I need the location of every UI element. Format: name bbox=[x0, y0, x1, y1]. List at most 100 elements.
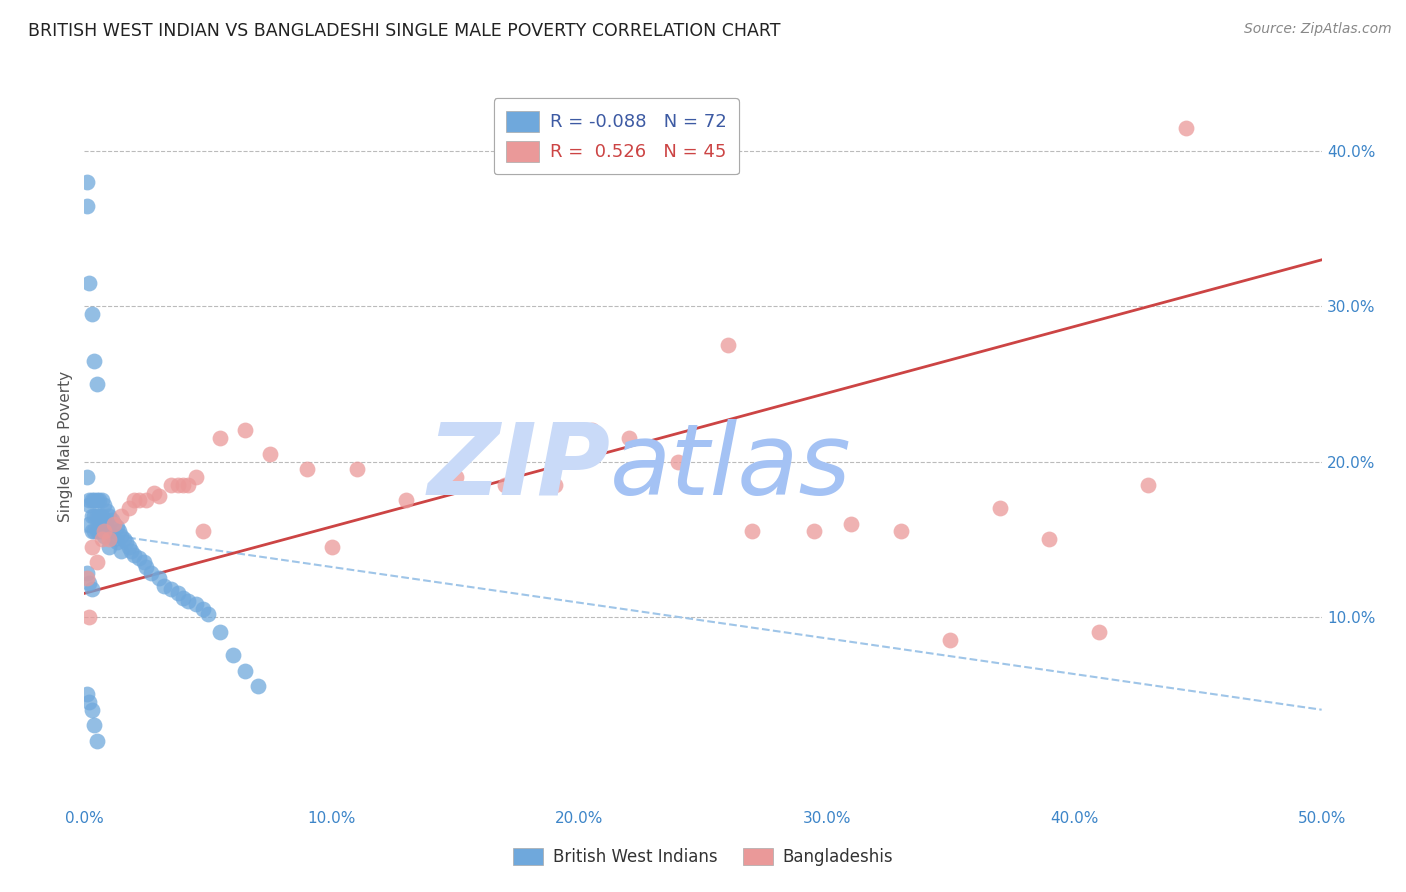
Point bbox=[93, 498, 115, 512]
Point bbox=[160, 582, 183, 596]
Point bbox=[96, 519, 118, 533]
Point bbox=[118, 501, 141, 516]
Point bbox=[100, 513, 122, 527]
Point bbox=[120, 544, 142, 558]
Point bbox=[233, 424, 256, 438]
Point bbox=[141, 566, 163, 581]
Point bbox=[76, 571, 98, 585]
Point bbox=[246, 680, 269, 694]
Point bbox=[86, 376, 108, 391]
Point bbox=[259, 447, 281, 461]
Text: ZIP: ZIP bbox=[427, 419, 610, 516]
Point bbox=[1174, 120, 1197, 135]
Point bbox=[79, 498, 101, 512]
Point bbox=[103, 516, 125, 531]
Point bbox=[160, 477, 183, 491]
Point bbox=[295, 462, 318, 476]
Point bbox=[79, 695, 101, 709]
Point bbox=[110, 508, 132, 523]
Point bbox=[197, 607, 219, 621]
Point bbox=[79, 575, 101, 590]
Point bbox=[86, 508, 108, 523]
Point bbox=[96, 504, 118, 518]
Point bbox=[148, 571, 170, 585]
Point bbox=[79, 276, 101, 290]
Point bbox=[79, 516, 101, 531]
Point bbox=[939, 632, 962, 647]
Point bbox=[108, 524, 131, 539]
Point bbox=[98, 540, 121, 554]
Point bbox=[666, 454, 689, 468]
Point bbox=[222, 648, 245, 663]
Point bbox=[167, 586, 190, 600]
Point bbox=[89, 524, 111, 539]
Point bbox=[100, 529, 122, 543]
Point bbox=[122, 493, 145, 508]
Point bbox=[152, 579, 174, 593]
Point bbox=[103, 516, 125, 531]
Point bbox=[209, 625, 232, 640]
Point bbox=[90, 508, 112, 523]
Point bbox=[90, 493, 112, 508]
Point bbox=[80, 524, 103, 539]
Point bbox=[581, 424, 603, 438]
Point bbox=[86, 733, 108, 747]
Legend: R = -0.088   N = 72, R =  0.526   N = 45: R = -0.088 N = 72, R = 0.526 N = 45 bbox=[494, 98, 740, 174]
Point bbox=[172, 477, 194, 491]
Point bbox=[148, 489, 170, 503]
Point bbox=[803, 524, 825, 539]
Point bbox=[841, 516, 863, 531]
Point bbox=[103, 532, 125, 546]
Point bbox=[890, 524, 912, 539]
Point bbox=[988, 501, 1011, 516]
Point bbox=[1088, 625, 1111, 640]
Point bbox=[80, 307, 103, 321]
Point bbox=[98, 532, 121, 546]
Point bbox=[118, 540, 141, 554]
Point bbox=[98, 524, 121, 539]
Point bbox=[79, 493, 101, 508]
Point bbox=[83, 508, 105, 523]
Point bbox=[135, 560, 157, 574]
Point bbox=[76, 198, 98, 212]
Legend: British West Indians, Bangladeshis: British West Indians, Bangladeshis bbox=[505, 840, 901, 875]
Point bbox=[395, 493, 418, 508]
Point bbox=[90, 524, 112, 539]
Point bbox=[86, 524, 108, 539]
Point bbox=[83, 493, 105, 508]
Point bbox=[86, 555, 108, 569]
Point bbox=[76, 687, 98, 701]
Point bbox=[135, 493, 157, 508]
Point bbox=[346, 462, 368, 476]
Point bbox=[209, 431, 232, 445]
Point bbox=[1137, 477, 1160, 491]
Point bbox=[177, 477, 200, 491]
Text: Source: ZipAtlas.com: Source: ZipAtlas.com bbox=[1244, 22, 1392, 37]
Point bbox=[115, 535, 138, 549]
Point bbox=[191, 602, 214, 616]
Point bbox=[83, 718, 105, 732]
Point bbox=[717, 338, 740, 352]
Point bbox=[172, 591, 194, 605]
Text: atlas: atlas bbox=[610, 419, 852, 516]
Point bbox=[80, 540, 103, 554]
Point bbox=[184, 470, 207, 484]
Point bbox=[83, 524, 105, 539]
Point bbox=[80, 508, 103, 523]
Point bbox=[321, 540, 343, 554]
Point bbox=[93, 513, 115, 527]
Y-axis label: Single Male Poverty: Single Male Poverty bbox=[58, 370, 73, 522]
Point bbox=[112, 532, 135, 546]
Point bbox=[80, 703, 103, 717]
Point bbox=[617, 431, 640, 445]
Point bbox=[1038, 532, 1060, 546]
Point bbox=[105, 519, 128, 533]
Point bbox=[233, 664, 256, 678]
Point bbox=[86, 493, 108, 508]
Point bbox=[93, 524, 115, 539]
Point bbox=[128, 493, 150, 508]
Point bbox=[83, 353, 105, 368]
Point bbox=[79, 609, 101, 624]
Point bbox=[142, 485, 165, 500]
Point bbox=[122, 548, 145, 562]
